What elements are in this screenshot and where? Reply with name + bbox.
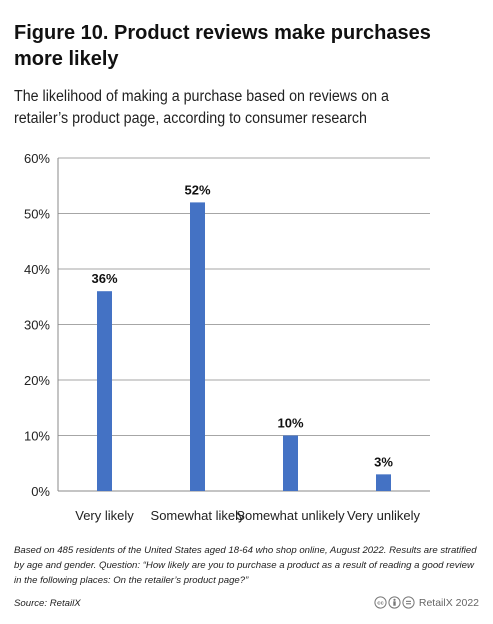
y-tick-label: 20%: [24, 373, 50, 388]
svg-text:cc: cc: [377, 601, 384, 607]
bar: [97, 291, 112, 491]
methodology-note: Based on 485 residents of the United Sta…: [14, 545, 477, 586]
y-tick-label: 60%: [24, 151, 50, 166]
bar: [376, 474, 391, 491]
x-tick-label: Somewhat unlikely: [236, 508, 345, 523]
copyright-text: RetailX 2022: [418, 596, 479, 609]
equals-icon: [402, 596, 415, 609]
y-tick-label: 40%: [24, 262, 50, 277]
y-tick-label: 30%: [24, 318, 50, 333]
source-label: Source: RetailX: [14, 598, 81, 609]
x-tick-label: Very likely: [75, 508, 134, 523]
x-tick-label: Very unlikely: [347, 508, 420, 523]
license-icons: cc: [374, 596, 415, 609]
bar: [190, 202, 205, 491]
bar: [283, 435, 298, 491]
data-label: 10%: [277, 416, 303, 431]
y-tick-label: 0%: [31, 484, 50, 499]
by-icon: [388, 596, 401, 609]
copyright-footer: cc RetailX 2022: [374, 596, 479, 609]
chart-subtitle: The likelihood of making a purchase base…: [14, 88, 389, 127]
data-label: 3%: [374, 454, 393, 469]
y-tick-label: 10%: [24, 429, 50, 444]
cc-icon: cc: [374, 596, 387, 609]
data-label: 36%: [91, 271, 117, 286]
y-tick-label: 50%: [24, 207, 50, 222]
x-tick-label: Somewhat likely: [151, 508, 245, 523]
chart-title: Figure 10. Product reviews make purchase…: [14, 22, 431, 70]
bar-chart: 0% 10% 20% 30% 40% 50% 60% 36% Very likely 52% Som…: [24, 151, 430, 523]
data-label: 52%: [184, 182, 210, 197]
